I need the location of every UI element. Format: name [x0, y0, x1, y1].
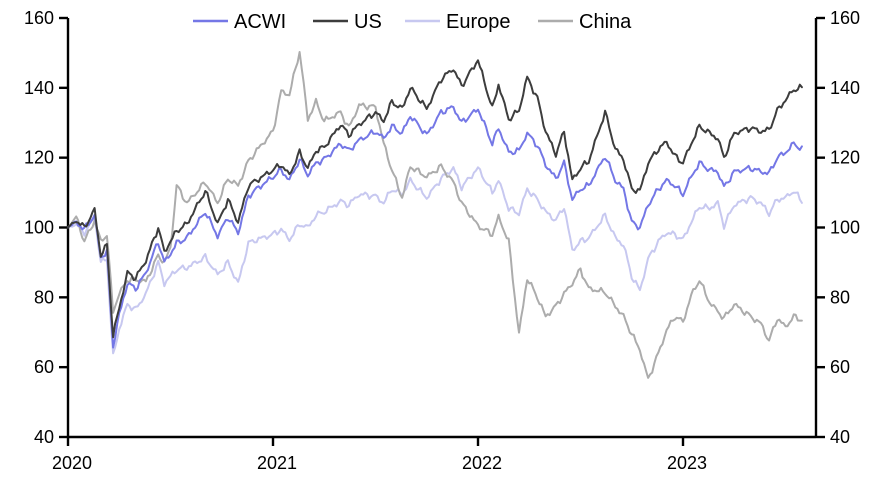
- x-tick-label: 2022: [462, 453, 502, 473]
- legend-label-china: China: [579, 11, 632, 33]
- y-tick-label-right: 40: [830, 427, 850, 447]
- chart-legend: ACWI US Europe China: [193, 11, 632, 33]
- x-tick-label: 2023: [667, 453, 707, 473]
- y-tick-label-left: 100: [24, 218, 54, 238]
- axes-layer: 40 40 60 60 80 80 100 100 120 120 140 140 160 160 2020…: [24, 8, 860, 473]
- x-tick-label: 2020: [52, 453, 92, 473]
- legend-item-acwi: ACWI: [193, 11, 286, 33]
- legend-item-china: China: [538, 11, 632, 33]
- legend-item-europe: Europe: [405, 11, 511, 33]
- y-tick-label-left: 60: [34, 357, 54, 377]
- y-tick-label-right: 120: [830, 148, 860, 168]
- y-tick-label-left: 140: [24, 78, 54, 98]
- y-tick-label-right: 80: [830, 287, 850, 307]
- series-layer: [67, 51, 803, 379]
- y-tick-label-left: 40: [34, 427, 54, 447]
- legend-item-us: US: [313, 11, 382, 33]
- y-tick-label-right: 60: [830, 357, 850, 377]
- legend-label-europe: Europe: [446, 11, 511, 33]
- series-line-china: [67, 51, 803, 379]
- y-tick-label-left: 80: [34, 287, 54, 307]
- y-tick-label-right: 160: [830, 8, 860, 28]
- legend-label-us: US: [354, 11, 382, 33]
- legend-label-acwi: ACWI: [234, 11, 286, 33]
- x-tick-label: 2021: [257, 453, 297, 473]
- series-line-us: [67, 59, 803, 339]
- series-line-europe: [67, 166, 803, 355]
- series-line-acwi: [67, 105, 803, 349]
- y-tick-label-right: 100: [830, 218, 860, 238]
- y-tick-label-right: 140: [830, 78, 860, 98]
- y-tick-label-left: 160: [24, 8, 54, 28]
- y-tick-label-left: 120: [24, 148, 54, 168]
